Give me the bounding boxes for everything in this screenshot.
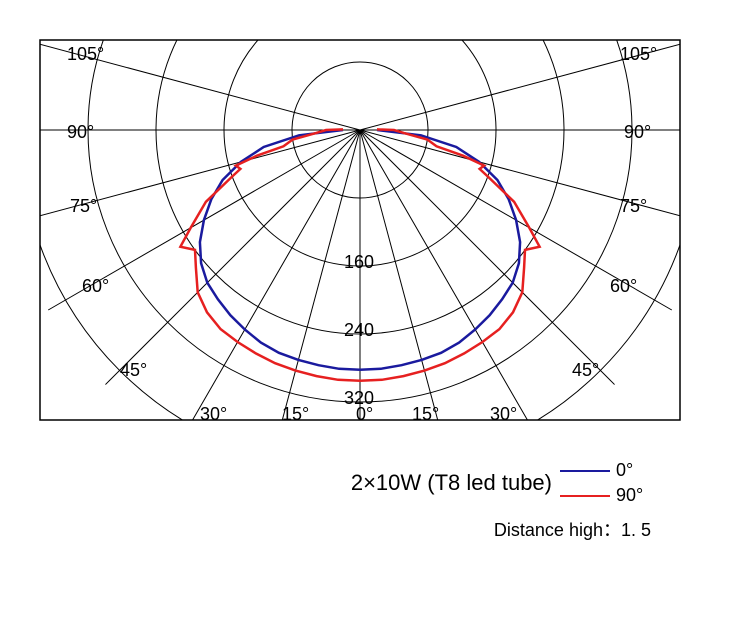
svg-text:30°: 30°: [200, 404, 227, 424]
svg-text:60°: 60°: [82, 276, 109, 296]
svg-text:105°: 105°: [620, 44, 657, 64]
legend-item-0: 0°: [560, 460, 651, 481]
svg-text:90°: 90°: [624, 122, 651, 142]
chart-title: 2×10W (T8 led tube): [351, 470, 552, 496]
distance-label: Distance high：1. 5: [20, 516, 651, 542]
svg-text:240: 240: [344, 320, 374, 340]
svg-text:75°: 75°: [70, 196, 97, 216]
polar-chart-container: 105°90°75°60°45°30°15°0°105°90°75°60°45°…: [20, 20, 711, 445]
svg-text:90°: 90°: [67, 122, 94, 142]
legend-swatch-1: [560, 495, 610, 497]
legend-label-0: 0°: [616, 460, 651, 481]
svg-text:75°: 75°: [620, 196, 647, 216]
polar-chart: 105°90°75°60°45°30°15°0°105°90°75°60°45°…: [20, 20, 700, 440]
legend-lines: 0° 90°: [560, 460, 651, 506]
chart-legend: 2×10W (T8 led tube) 0° 90° Distance high…: [20, 460, 711, 542]
svg-text:105°: 105°: [67, 44, 104, 64]
svg-text:30°: 30°: [490, 404, 517, 424]
legend-label-1: 90°: [616, 485, 651, 506]
svg-text:320: 320: [344, 388, 374, 408]
legend-item-1: 90°: [560, 485, 651, 506]
svg-text:15°: 15°: [412, 404, 439, 424]
svg-text:45°: 45°: [120, 360, 147, 380]
svg-text:60°: 60°: [610, 276, 637, 296]
svg-text:45°: 45°: [572, 360, 599, 380]
legend-swatch-0: [560, 470, 610, 472]
svg-text:15°: 15°: [282, 404, 309, 424]
legend-row: 2×10W (T8 led tube) 0° 90°: [20, 460, 651, 506]
svg-text:160: 160: [344, 252, 374, 272]
